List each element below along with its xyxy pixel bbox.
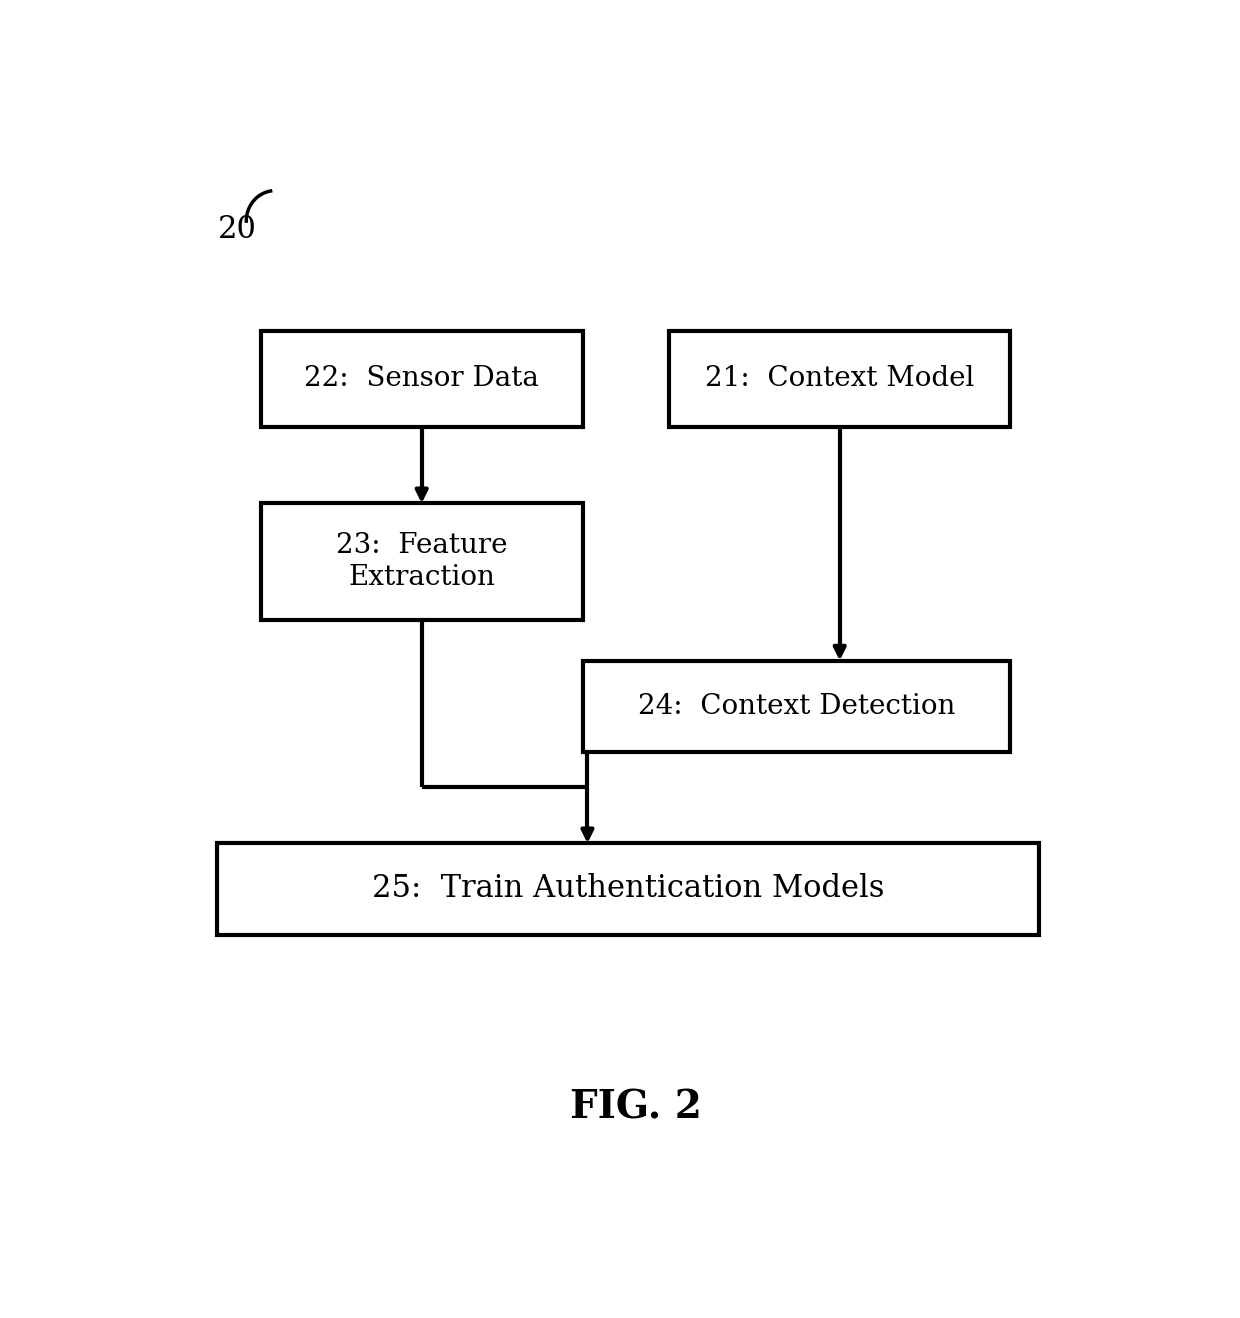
Text: 23:  Feature
Extraction: 23: Feature Extraction	[336, 532, 507, 590]
Text: 25:  Train Authentication Models: 25: Train Authentication Models	[372, 874, 884, 904]
Text: 22:  Sensor Data: 22: Sensor Data	[304, 365, 539, 393]
Text: 21:  Context Model: 21: Context Model	[706, 365, 975, 393]
FancyBboxPatch shape	[583, 660, 1011, 751]
Text: 24:  Context Detection: 24: Context Detection	[637, 693, 955, 720]
Text: FIG. 2: FIG. 2	[569, 1089, 702, 1126]
FancyBboxPatch shape	[670, 331, 1011, 427]
FancyBboxPatch shape	[260, 503, 583, 619]
FancyBboxPatch shape	[217, 844, 1039, 934]
FancyBboxPatch shape	[260, 331, 583, 427]
Text: 20: 20	[217, 214, 257, 245]
